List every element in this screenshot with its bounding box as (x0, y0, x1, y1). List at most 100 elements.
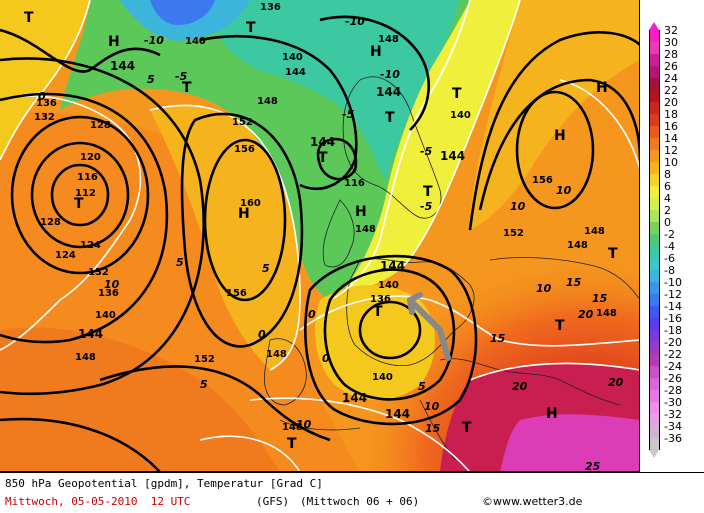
legend-label: -8 (664, 264, 675, 277)
label-148-spain: 148 (282, 422, 303, 433)
legend-swatch (649, 174, 660, 186)
legend-swatch (649, 114, 660, 126)
temp-label-10-d: 10 (536, 282, 552, 295)
legend-swatch (649, 402, 660, 414)
legend-label: 2 (664, 204, 671, 217)
label-144-baltic: 144 (440, 149, 465, 163)
legend-swatch (649, 126, 660, 138)
high-center-greece: H (546, 406, 558, 422)
label-148-denmark: 148 (355, 224, 376, 235)
legend-swatch (649, 138, 660, 150)
legend-label: -34 (664, 420, 682, 433)
temperature-legend: 32 30 28 26 24 22 20 18 16 14 12 10 8 6 4 2 0 -2 -4 -6 -8 -10… (640, 0, 704, 472)
temp-label-minus10-b: -10 (345, 15, 365, 28)
label-144-west: 144 (78, 327, 103, 341)
label-152-east: 152 (503, 228, 524, 239)
temp-label-5-b: 5 (176, 256, 184, 269)
low-center-italy: T (462, 420, 472, 436)
legend-label: 8 (664, 168, 671, 181)
label-136-top: 136 (260, 2, 281, 13)
temperature-field-southwest (0, 327, 280, 471)
legend-label: -32 (664, 408, 682, 421)
legend-arrow-up (649, 22, 659, 30)
label-124: 124 (80, 240, 101, 251)
legend-label: 4 (664, 192, 671, 205)
label-152-north: 152 (232, 117, 253, 128)
legend-label: 22 (664, 84, 678, 97)
legend-swatch (649, 102, 660, 114)
weather-map-canvas: T H T T H H T H H T T H T T H T T T T T … (0, 0, 639, 472)
legend-swatch (649, 426, 660, 438)
legend-swatch (649, 78, 660, 90)
legend-label: -30 (664, 396, 682, 409)
legend-label: -28 (664, 384, 682, 397)
weather-map: T H T T H H T H H T T H T T H T T T T T … (0, 0, 640, 472)
label-120: 120 (80, 152, 101, 163)
legend-arrow-down (649, 450, 659, 458)
label-140-finland: 140 (450, 110, 471, 121)
label-116: 116 (77, 172, 98, 183)
legend-label: 18 (664, 108, 678, 121)
pressure-centers: T H T T H H T H H T T H T T H T T T T T (24, 10, 618, 452)
label-144-south: 144 (342, 391, 367, 405)
legend-swatch (649, 30, 660, 42)
label-160: 160 (240, 198, 261, 209)
label-140-alps: 140 (378, 280, 399, 291)
label-144-central: 144 (380, 259, 405, 273)
low-center-finland: T (452, 86, 462, 102)
low-center-east: T (608, 246, 618, 262)
temp-label-15-c: 15 (490, 332, 506, 345)
temperature-field-arctic-core (150, 0, 215, 25)
label-136-nw: 136 (36, 98, 57, 109)
legend-swatch (649, 294, 660, 306)
legend-label: -12 (664, 288, 682, 301)
label-140-top: 140 (282, 52, 303, 63)
legend-swatch (649, 210, 660, 222)
label-144-southeast: 144 (385, 407, 410, 421)
legend-label: 30 (664, 36, 678, 49)
temperature-field-central-pocket (315, 285, 435, 400)
label-124-left: 124 (55, 250, 76, 261)
temp-label-0-a: 0 (38, 90, 46, 103)
legend-label: -22 (664, 348, 682, 361)
temp-label-5-d: 5 (200, 378, 208, 391)
temp-label-0-c: 0 (322, 352, 330, 365)
legend-swatch (649, 90, 660, 102)
label-144-top: 144 (285, 67, 306, 78)
temp-label-10-b: 10 (510, 200, 526, 213)
legend-swatch (649, 150, 660, 162)
copyright: ©www.wetter3.de (482, 495, 583, 508)
legend-swatch (649, 354, 660, 366)
legend-swatch (649, 438, 660, 450)
temp-label-15-b: 15 (592, 292, 608, 305)
legend-swatch (649, 162, 660, 174)
low-center-nw: T (24, 10, 34, 26)
temp-label-15-d: 15 (425, 422, 441, 435)
legend-label: 10 (664, 156, 678, 169)
high-center-northeast: H (596, 80, 608, 96)
temp-label-minus10-a: -10 (144, 34, 164, 47)
legend-label: 20 (664, 96, 678, 109)
legend-swatch (649, 330, 660, 342)
low-center-atlantic: T (74, 196, 84, 212)
temp-label-25: 25 (585, 460, 601, 472)
label-112: 112 (75, 188, 96, 199)
legend-label: -18 (664, 324, 682, 337)
low-center-northsea: T (318, 150, 328, 166)
low-center-iceland: T (182, 80, 192, 96)
legend-swatch (649, 306, 660, 318)
legend-label: 26 (664, 60, 678, 73)
front-arrow (407, 292, 451, 361)
legend-swatch (649, 378, 660, 390)
geopotential-labels: 112 116 120 124 128 132 136 140 144 148 … (34, 2, 617, 433)
map-title: 850 hPa Geopotential [gpdm], Temperatur … (5, 477, 323, 490)
legend-label: -2 (664, 228, 675, 241)
temp-label-10-e: 10 (296, 418, 312, 431)
label-156: 156 (226, 288, 247, 299)
temp-label-20-a: 20 (578, 308, 594, 321)
label-152-south: 152 (194, 354, 215, 365)
temp-label-0-b: 0 (258, 328, 266, 341)
model-name: (GFS) (256, 495, 290, 508)
temp-label-minus10-c: -10 (380, 68, 400, 81)
label-156-east: 156 (532, 175, 553, 186)
